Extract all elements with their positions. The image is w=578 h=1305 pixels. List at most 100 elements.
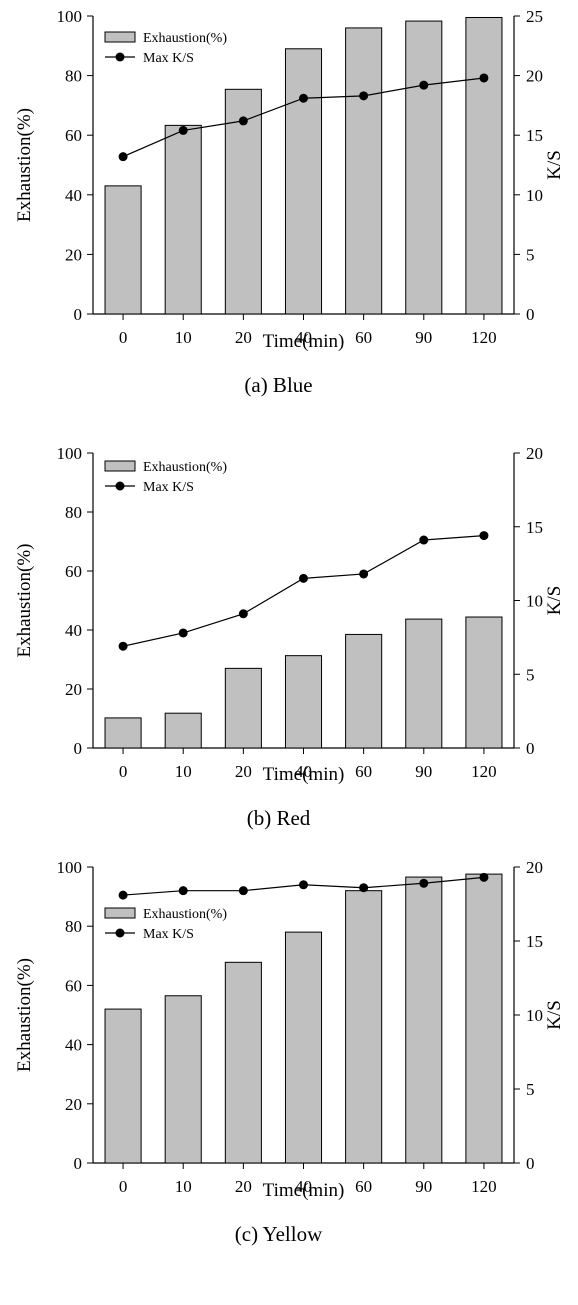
y2-axis-title: K/S bbox=[544, 150, 565, 180]
x-tick-label: 120 bbox=[471, 328, 497, 347]
bar bbox=[465, 873, 503, 1164]
y-tick-label: 0 bbox=[74, 305, 83, 324]
legend-label-max-ks: Max K/S bbox=[143, 480, 194, 495]
x-tick-label: 40 bbox=[295, 762, 312, 781]
chart-3: 0 20 40 60 80 100 0 5 10 15 20 0 10 20 40 60 90 120 Exhaus… bbox=[14, 858, 565, 1246]
legend-bar-swatch bbox=[104, 907, 136, 919]
line-point bbox=[419, 535, 429, 545]
bar bbox=[465, 16, 503, 315]
y-tick-label: 80 bbox=[65, 503, 82, 522]
x-tick-label: 0 bbox=[119, 1177, 128, 1196]
y-tick-label: 60 bbox=[65, 976, 82, 995]
bar bbox=[465, 616, 503, 749]
x-tick-label: 10 bbox=[175, 328, 192, 347]
y2-tick-label: 5 bbox=[526, 245, 535, 264]
x-tick-label: 90 bbox=[415, 328, 432, 347]
x-axis-title: Time(min) bbox=[263, 764, 345, 785]
bar bbox=[405, 618, 443, 749]
line-point bbox=[238, 116, 248, 126]
bar bbox=[104, 1008, 142, 1164]
x-tick-label: 10 bbox=[175, 1177, 192, 1196]
y2-tick-label: 15 bbox=[526, 126, 543, 145]
y2-tick-label: 0 bbox=[526, 1154, 535, 1173]
line-point bbox=[359, 883, 369, 893]
y2-tick-label: 15 bbox=[526, 932, 543, 951]
x-tick-label: 10 bbox=[175, 762, 192, 781]
y-axis-title: Exhaustion(%) bbox=[14, 544, 35, 658]
line-point bbox=[479, 73, 489, 83]
y-tick-label: 60 bbox=[65, 562, 82, 581]
bar bbox=[284, 655, 323, 749]
x-axis-title: Time(min) bbox=[263, 1180, 345, 1201]
bar bbox=[405, 876, 443, 1164]
x-tick-label: 0 bbox=[119, 762, 128, 781]
line-point bbox=[238, 886, 248, 896]
bar bbox=[104, 185, 142, 315]
line-point bbox=[118, 152, 128, 162]
line-point bbox=[299, 573, 308, 583]
bar bbox=[284, 931, 323, 1164]
line-point bbox=[238, 609, 248, 619]
legend-label-exhaustion: Exhaustion(%) bbox=[143, 31, 227, 46]
y-tick-label: 20 bbox=[65, 680, 82, 699]
legend-bar-swatch bbox=[104, 460, 136, 472]
legend-line-marker bbox=[115, 481, 125, 491]
x-tick-label: 0 bbox=[119, 328, 128, 347]
y2-axis-title: K/S bbox=[544, 586, 565, 616]
y-tick-label: 0 bbox=[74, 1154, 83, 1173]
y2-tick-label: 10 bbox=[526, 1006, 543, 1025]
chart-caption: (a) Blue bbox=[244, 373, 312, 397]
bar bbox=[284, 48, 323, 315]
x-tick-label: 40 bbox=[295, 328, 312, 347]
y2-tick-label: 25 bbox=[526, 7, 543, 26]
line-point bbox=[419, 80, 429, 90]
x-tick-label: 20 bbox=[235, 328, 252, 347]
bar bbox=[405, 20, 443, 315]
y2-tick-label: 15 bbox=[526, 518, 543, 537]
x-axis-title: Time(min) bbox=[263, 331, 345, 352]
line-point bbox=[299, 880, 308, 890]
y2-tick-label: 0 bbox=[526, 305, 535, 324]
chart-2: 0 20 40 60 80 100 0 5 10 15 20 0 10 20 40 60 90 120 Exhaus… bbox=[14, 444, 565, 830]
bar bbox=[224, 88, 262, 315]
x-tick-label: 60 bbox=[355, 762, 372, 781]
y-tick-label: 40 bbox=[65, 621, 82, 640]
x-tick-label: 120 bbox=[471, 762, 497, 781]
legend-bar-swatch bbox=[104, 31, 136, 43]
legend-label-exhaustion: Exhaustion(%) bbox=[143, 907, 227, 922]
bar bbox=[345, 633, 383, 749]
line-point bbox=[178, 125, 188, 135]
bar bbox=[164, 995, 202, 1164]
chart-caption: (b) Red bbox=[247, 806, 311, 830]
bar bbox=[345, 890, 383, 1164]
line-point bbox=[359, 91, 369, 101]
y-axis-title: Exhaustion(%) bbox=[14, 108, 35, 222]
line-point bbox=[118, 641, 128, 651]
y2-tick-label: 20 bbox=[526, 67, 543, 86]
y-axis-title: Exhaustion(%) bbox=[14, 958, 35, 1072]
legend-label-max-ks: Max K/S bbox=[143, 51, 194, 66]
y2-axis-title: K/S bbox=[544, 1000, 565, 1030]
line-point bbox=[419, 878, 429, 888]
x-tick-label: 60 bbox=[355, 1177, 372, 1196]
y-tick-label: 80 bbox=[65, 917, 82, 936]
x-tick-label: 20 bbox=[235, 762, 252, 781]
line-point bbox=[299, 93, 308, 103]
y-tick-label: 40 bbox=[65, 186, 82, 205]
x-tick-label: 90 bbox=[415, 762, 432, 781]
y2-tick-label: 5 bbox=[526, 1080, 535, 1099]
legend-label-exhaustion: Exhaustion(%) bbox=[143, 460, 227, 475]
line-point bbox=[118, 890, 128, 900]
legend-label-max-ks: Max K/S bbox=[143, 927, 194, 942]
y2-tick-label: 10 bbox=[526, 186, 543, 205]
x-tick-label: 20 bbox=[235, 1177, 252, 1196]
chart-caption: (c) Yellow bbox=[235, 1222, 323, 1246]
x-tick-label: 120 bbox=[471, 1177, 497, 1196]
y-tick-label: 60 bbox=[65, 126, 82, 145]
x-tick-label: 40 bbox=[295, 1177, 312, 1196]
y-tick-label: 0 bbox=[74, 739, 83, 758]
chart-1: 0 20 40 60 80 100 0 5 10 15 20 25 0 10 20 40 60 90 120 Exha… bbox=[14, 7, 565, 397]
x-tick-label: 60 bbox=[355, 328, 372, 347]
y2-tick-label: 20 bbox=[526, 444, 543, 463]
